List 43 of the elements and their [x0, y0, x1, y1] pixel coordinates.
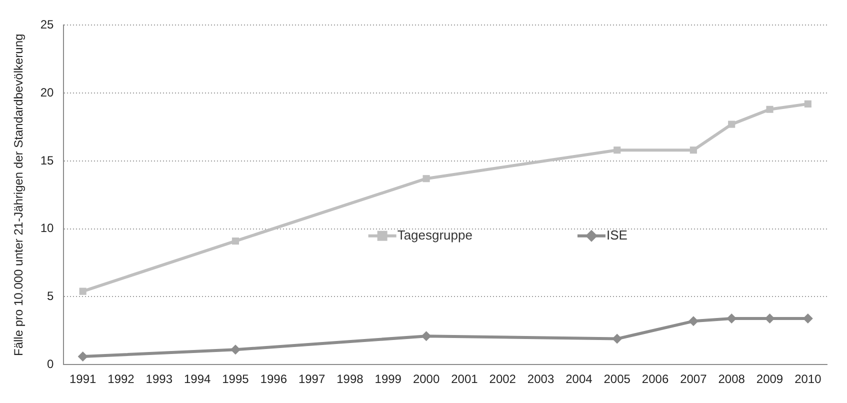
x-tick-label: 2007 [680, 372, 708, 386]
y-tick-label: 20 [40, 85, 54, 100]
x-tick-label: 2004 [566, 372, 593, 386]
x-tick-label: 1994 [184, 372, 211, 386]
x-tick-label: 1998 [336, 372, 364, 386]
point [766, 106, 774, 113]
y-axis-title: Fälle pro 10.000 unter 21-Jährigen der Standardbevölkerung [12, 34, 26, 356]
x-tick-label: 1999 [374, 372, 402, 386]
x-tick-label: 2002 [489, 372, 516, 386]
x-tick-label: 1997 [298, 372, 326, 386]
x-tick-label: 2010 [794, 372, 822, 386]
point [232, 238, 240, 245]
x-tick-label: 2003 [527, 372, 554, 386]
x-tick-label: 1992 [108, 372, 135, 386]
point [764, 313, 775, 324]
x-tick-label: 2009 [756, 372, 784, 386]
y-tick-label: 25 [40, 18, 54, 32]
point [79, 288, 86, 295]
legend-label: Tagesgruppe [397, 227, 472, 242]
x-tick-label: 1996 [260, 372, 288, 386]
x-tick-label: 2005 [604, 372, 631, 386]
point [690, 146, 697, 154]
y-tick-label: 10 [40, 221, 54, 236]
point [614, 146, 621, 154]
point [78, 351, 88, 362]
point [728, 120, 736, 128]
point [688, 316, 698, 326]
x-tick-label: 2008 [718, 372, 746, 386]
point [422, 175, 430, 182]
x-tick-label: 2006 [642, 372, 669, 386]
point [230, 344, 240, 355]
x-tick-label: 1995 [222, 372, 250, 386]
x-tick-label: 1993 [146, 372, 173, 386]
x-tick-label: 2001 [451, 372, 478, 386]
y-tick-label: 0 [47, 356, 54, 371]
y-tick-label: 5 [47, 289, 54, 304]
x-tick-label: 1991 [69, 372, 96, 386]
x-tick-label: 2000 [412, 372, 440, 386]
point [612, 334, 622, 344]
y-tick-label: 15 [40, 153, 54, 168]
point [804, 100, 812, 108]
point [421, 331, 432, 342]
legend-label: ISE [606, 227, 628, 242]
